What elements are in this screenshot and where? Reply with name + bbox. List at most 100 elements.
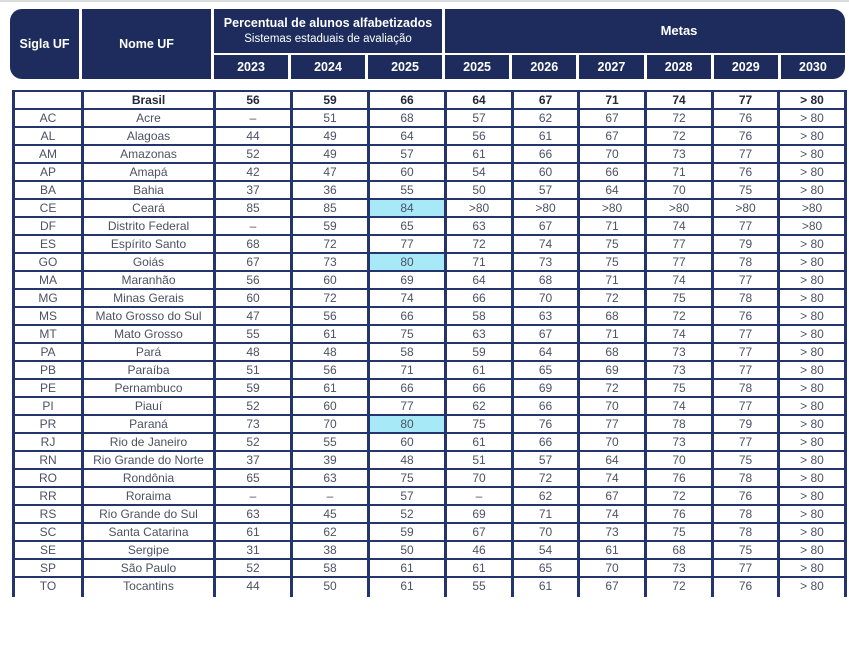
metas-year-row: 2025 2026 2027 2028 2029 2030 — [445, 55, 846, 79]
cell-value: 67 — [213, 252, 292, 271]
cell-value: > 80 — [777, 432, 847, 451]
cell-value: 74 — [644, 270, 713, 289]
cell-value: 77 — [644, 252, 713, 271]
cell-value: 63 — [511, 306, 579, 325]
cell-value: – — [213, 486, 292, 505]
table-row: GO Goiás 67 73 80 71 73 75 77 78 > 80 — [12, 252, 847, 271]
cell-value: 45 — [290, 504, 369, 523]
cell-sigla-uf: PR — [12, 414, 83, 433]
cell-value: 62 — [511, 486, 579, 505]
cell-value: 69 — [367, 270, 446, 289]
cell-value: 73 — [644, 360, 713, 379]
cell-value: 75 — [711, 540, 779, 559]
cell-value: 64 — [577, 180, 646, 199]
cell-value: 75 — [711, 450, 779, 469]
cell-value: 68 — [577, 342, 646, 361]
cell-value: 52 — [213, 396, 292, 415]
border-tail — [577, 594, 646, 597]
header-horizontal-divider — [445, 53, 845, 55]
metas-year-2027: 2027 — [579, 55, 644, 79]
cell-value: 52 — [213, 144, 292, 163]
cell-sigla-uf: PI — [12, 396, 83, 415]
cell-nome-uf: Roraima — [81, 486, 215, 505]
cell-value: 73 — [511, 252, 579, 271]
cell-value: 79 — [711, 414, 779, 433]
cell-sigla-uf: RR — [12, 486, 83, 505]
table-row: SP São Paulo 52 58 61 61 65 70 73 77 > 80 — [12, 558, 847, 577]
cell-value: 72 — [644, 576, 713, 594]
cell-value: 47 — [213, 306, 292, 325]
table-row: TO Tocantins 44 50 61 55 61 67 72 76 > 80 — [12, 576, 847, 594]
table-row: RN Rio Grande do Norte 37 39 48 51 57 64 70 75 > 8… — [12, 450, 847, 469]
table-row: RO Rondônia 65 63 75 70 72 74 76 78 > 80 — [12, 468, 847, 487]
cell-value: 64 — [444, 90, 513, 109]
cell-sigla-uf: RJ — [12, 432, 83, 451]
cell-nome-uf: Paraíba — [81, 360, 215, 379]
cell-value: 60 — [290, 270, 369, 289]
table-row: MA Maranhão 56 60 69 64 68 71 74 77 > 80 — [12, 270, 847, 289]
cell-sigla-uf: AL — [12, 126, 83, 145]
table-row: MS Mato Grosso do Sul 47 56 66 58 63 68 72 76 > 80 — [12, 306, 847, 325]
cell-value: 46 — [444, 540, 513, 559]
cell-value: > 80 — [777, 558, 847, 577]
cell-value: 76 — [711, 162, 779, 181]
cell-value: 48 — [367, 450, 446, 469]
table-row: PA Pará 48 48 58 59 64 68 73 77 > 80 — [12, 342, 847, 361]
metas-year-2025: 2025 — [445, 55, 510, 79]
cell-value: 70 — [577, 396, 646, 415]
cell-value: 69 — [511, 378, 579, 397]
cell-value: > 80 — [777, 522, 847, 541]
cell-value: 60 — [290, 396, 369, 415]
cell-value: 55 — [444, 576, 513, 594]
cell-value: 78 — [711, 252, 779, 271]
cell-value: 73 — [213, 414, 292, 433]
cell-value: 59 — [290, 216, 369, 235]
cell-value: 77 — [711, 90, 779, 109]
table-row: PI Piauí 52 60 77 62 66 70 74 77 > 80 — [12, 396, 847, 415]
percentual-year-2025: 2025 — [368, 55, 442, 79]
border-tail — [81, 594, 215, 597]
cell-value: 71 — [644, 162, 713, 181]
cell-value: 68 — [644, 540, 713, 559]
cell-value: 56 — [213, 270, 292, 289]
header-sigla-uf-label: Sigla UF — [19, 37, 70, 51]
cell-nome-uf: Brasil — [81, 90, 215, 109]
cell-nome-uf: Santa Catarina — [81, 522, 215, 541]
cell-value: 61 — [577, 540, 646, 559]
cell-value: 61 — [290, 324, 369, 343]
cell-value: 67 — [511, 216, 579, 235]
cell-value: 58 — [444, 306, 513, 325]
cell-value: 60 — [511, 162, 579, 181]
cell-value: 70 — [577, 432, 646, 451]
border-tail — [12, 594, 83, 597]
cell-value: > 80 — [777, 270, 847, 289]
cell-sigla-uf: AP — [12, 162, 83, 181]
cell-value: 65 — [213, 468, 292, 487]
cell-value: 67 — [444, 522, 513, 541]
cell-value: > 80 — [777, 360, 847, 379]
cell-value: 67 — [577, 108, 646, 127]
cell-value: > 80 — [777, 414, 847, 433]
table-row: AC Acre –51 68 57 62 67 72 76 > 80 — [12, 108, 847, 127]
cell-value: >80 — [644, 198, 713, 217]
table-row: DF Distrito Federal –59 65 63 67 71 74 77 >80 — [12, 216, 847, 235]
cell-value: 59 — [444, 342, 513, 361]
cell-value: 57 — [511, 180, 579, 199]
cell-value: 48 — [290, 342, 369, 361]
cell-value: 55 — [367, 180, 446, 199]
cell-value: > 80 — [777, 252, 847, 271]
header-horizontal-divider — [214, 53, 442, 55]
cell-value: 52 — [213, 558, 292, 577]
cell-nome-uf: Tocantins — [81, 576, 215, 594]
cell-nome-uf: Pernambuco — [81, 378, 215, 397]
cell-value: 78 — [711, 378, 779, 397]
cell-value: >80 — [577, 198, 646, 217]
cell-value: 72 — [511, 468, 579, 487]
cell-value: 38 — [290, 540, 369, 559]
cell-nome-uf: São Paulo — [81, 558, 215, 577]
cell-value: 72 — [577, 378, 646, 397]
cell-value: 70 — [644, 180, 713, 199]
cell-value: 75 — [367, 324, 446, 343]
cell-value: 50 — [444, 180, 513, 199]
